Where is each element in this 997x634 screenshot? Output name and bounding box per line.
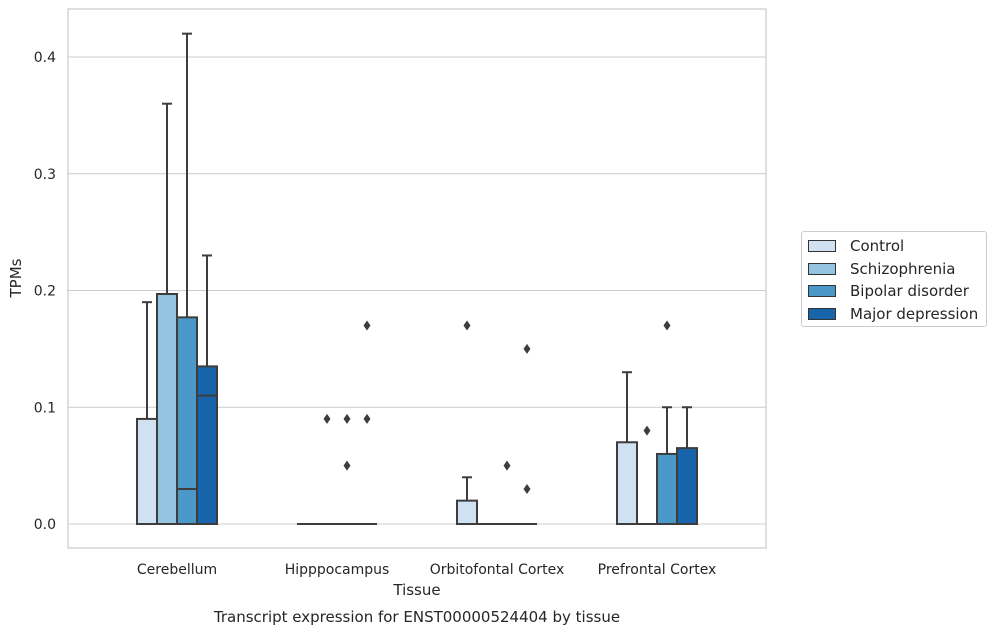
box-major-depression: [517, 343, 537, 525]
outlier-point: [463, 320, 471, 331]
box-major-depression: [676, 406, 698, 525]
box: [176, 316, 198, 526]
legend-item: Schizophrenia: [808, 258, 986, 281]
legend-item: Control: [808, 235, 986, 258]
legend-swatch: [808, 262, 836, 275]
outlier-point: [503, 460, 511, 471]
box: [196, 365, 218, 526]
outlier-point: [643, 425, 651, 436]
box-major-depression: [196, 254, 218, 526]
x-tick-label: Orbitofontal Cortex: [430, 562, 565, 578]
box-control: [456, 320, 478, 525]
legend-item: Bipolar disorder: [808, 280, 986, 303]
legend-label: Schizophrenia: [850, 259, 956, 278]
box-schizophrenia: [637, 425, 657, 525]
y-tick-label: 0.3: [34, 167, 56, 183]
legend-swatch: [808, 307, 836, 320]
legend-swatch: [808, 240, 836, 253]
legend-label: Control: [850, 237, 905, 256]
box-bipolar-disorder: [176, 32, 198, 526]
box-control: [136, 301, 158, 525]
y-tick-label: 0.0: [34, 517, 56, 533]
legend-swatch: [808, 285, 836, 298]
y-tick-label: 0.2: [34, 284, 56, 300]
x-tick-label: Prefrontal Cortex: [598, 562, 717, 578]
box-control: [616, 371, 638, 525]
box: [656, 452, 678, 526]
chart-caption: Transcript expression for ENST0000052440…: [213, 608, 620, 626]
outlier-point: [523, 483, 531, 494]
box: [676, 447, 698, 525]
outlier-point: [343, 413, 351, 424]
outlier-point: [343, 460, 351, 471]
box-schizophrenia: [317, 413, 337, 525]
box-major-depression: [357, 320, 377, 525]
box-bipolar-disorder: [656, 320, 678, 526]
box: [616, 441, 638, 525]
box-bipolar-disorder: [337, 413, 357, 525]
plot-frame: [67, 8, 767, 549]
legend-label: Bipolar disorder: [850, 282, 969, 301]
box: [456, 499, 478, 525]
x-axis-label: Tissue: [392, 581, 440, 599]
x-tick-labels: Cerebellum Hipppocampus Orbitofontal Corte…: [137, 562, 716, 578]
y-tick-labels: 0.0 0.1 0.2 0.3 0.4: [34, 50, 56, 533]
x-tick-label: Cerebellum: [137, 562, 217, 578]
outlier-point: [663, 320, 671, 331]
y-axis-label: TPMs: [7, 258, 25, 298]
plot-marks: [136, 32, 698, 526]
outlier-point: [523, 343, 531, 354]
legend-label: Major depression: [850, 304, 979, 323]
legend-item: Major depression: [808, 303, 986, 326]
x-tick-label: Hipppocampus: [285, 562, 390, 578]
box: [156, 293, 178, 525]
legend: Control Schizophrenia Bipolar disorder Majo…: [801, 231, 987, 327]
y-tick-label: 0.1: [34, 400, 56, 416]
outlier-point: [363, 413, 371, 424]
outlier-point: [363, 320, 371, 331]
outlier-point: [323, 413, 331, 424]
box: [136, 417, 158, 525]
box-bipolar-disorder: [497, 460, 517, 525]
y-tick-label: 0.4: [34, 50, 56, 66]
box-schizophrenia: [156, 102, 178, 525]
